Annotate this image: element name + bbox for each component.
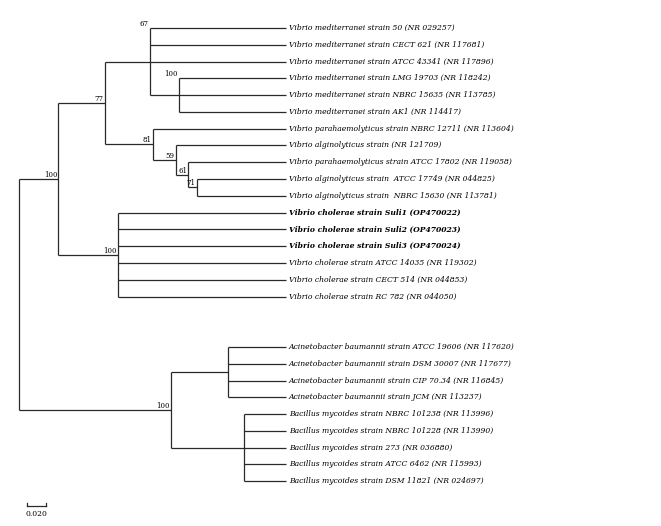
Text: 61: 61: [178, 167, 187, 175]
Text: 100: 100: [156, 402, 169, 410]
Text: 77: 77: [95, 95, 104, 103]
Text: Vibrio mediterranei strain LMG 19703 (NR 118242): Vibrio mediterranei strain LMG 19703 (NR…: [289, 74, 490, 83]
Text: Bacillus mycoides strain NBRC 101238 (NR 113996): Bacillus mycoides strain NBRC 101238 (NR…: [289, 410, 493, 418]
Text: Acinetobacter baumannii strain CIP 70.34 (NR 116845): Acinetobacter baumannii strain CIP 70.34…: [289, 377, 504, 385]
Text: 100: 100: [44, 171, 58, 179]
Text: Acinetobacter baumannii strain ATCC 19606 (NR 117620): Acinetobacter baumannii strain ATCC 1960…: [289, 343, 515, 351]
Text: Vibrio mediterranei strain AK1 (NR 114417): Vibrio mediterranei strain AK1 (NR 11441…: [289, 108, 461, 116]
Text: Vibrio parahaemolyticus strain ATCC 17802 (NR 119058): Vibrio parahaemolyticus strain ATCC 1780…: [289, 158, 512, 166]
Text: Vibrio alginolyticus strain  NBRC 15630 (NR 113781): Vibrio alginolyticus strain NBRC 15630 (…: [289, 192, 497, 200]
Text: 0.020: 0.020: [25, 510, 47, 518]
Text: Vibrio mediterranei strain CECT 621 (NR 117681): Vibrio mediterranei strain CECT 621 (NR …: [289, 41, 485, 49]
Text: 67: 67: [139, 20, 149, 28]
Text: Acinetobacter baumannii strain DSM 30007 (NR 117677): Acinetobacter baumannii strain DSM 30007…: [289, 360, 512, 368]
Text: Bacillus mycoides strain DSM 11821 (NR 024697): Bacillus mycoides strain DSM 11821 (NR 0…: [289, 477, 484, 485]
Text: Vibrio cholerae strain Suli1 (OP470022): Vibrio cholerae strain Suli1 (OP470022): [289, 209, 461, 217]
Text: 71: 71: [187, 179, 196, 187]
Text: Bacillus mycoides strain 273 (NR 036880): Bacillus mycoides strain 273 (NR 036880): [289, 443, 452, 452]
Text: Vibrio parahaemolyticus strain NBRC 12711 (NR 113604): Vibrio parahaemolyticus strain NBRC 1271…: [289, 125, 514, 133]
Text: Vibrio cholerae strain Suli3 (OP470024): Vibrio cholerae strain Suli3 (OP470024): [289, 242, 461, 250]
Text: Vibrio mediterranei strain NBRC 15635 (NR 113785): Vibrio mediterranei strain NBRC 15635 (N…: [289, 91, 496, 99]
Text: Vibrio cholerae strain Suli2 (OP470023): Vibrio cholerae strain Suli2 (OP470023): [289, 226, 461, 234]
Text: Bacillus mycoides strain ATCC 6462 (NR 115993): Bacillus mycoides strain ATCC 6462 (NR 1…: [289, 460, 482, 469]
Text: Acinetobacter baumannii strain JCM (NR 113237): Acinetobacter baumannii strain JCM (NR 1…: [289, 393, 483, 401]
Text: 100: 100: [104, 247, 117, 255]
Text: 81: 81: [143, 136, 151, 145]
Text: Vibrio mediterranei strain 50 (NR 029257): Vibrio mediterranei strain 50 (NR 029257…: [289, 24, 455, 32]
Text: Vibrio mediterranei strain ATCC 43341 (NR 117896): Vibrio mediterranei strain ATCC 43341 (N…: [289, 57, 494, 66]
Text: Vibrio alginolyticus strain (NR 121709): Vibrio alginolyticus strain (NR 121709): [289, 141, 442, 149]
Text: Vibrio cholerae strain CECT 514 (NR 044853): Vibrio cholerae strain CECT 514 (NR 0448…: [289, 276, 467, 284]
Text: 59: 59: [166, 152, 175, 160]
Text: Vibrio cholerae strain RC 782 (NR 044050): Vibrio cholerae strain RC 782 (NR 044050…: [289, 292, 457, 300]
Text: Bacillus mycoides strain NBRC 101228 (NR 113990): Bacillus mycoides strain NBRC 101228 (NR…: [289, 427, 493, 435]
Text: Vibrio cholerae strain ATCC 14035 (NR 119302): Vibrio cholerae strain ATCC 14035 (NR 11…: [289, 259, 477, 267]
Text: Vibrio alginolyticus strain  ATCC 17749 (NR 044825): Vibrio alginolyticus strain ATCC 17749 (…: [289, 175, 495, 183]
Text: 100: 100: [165, 70, 178, 78]
